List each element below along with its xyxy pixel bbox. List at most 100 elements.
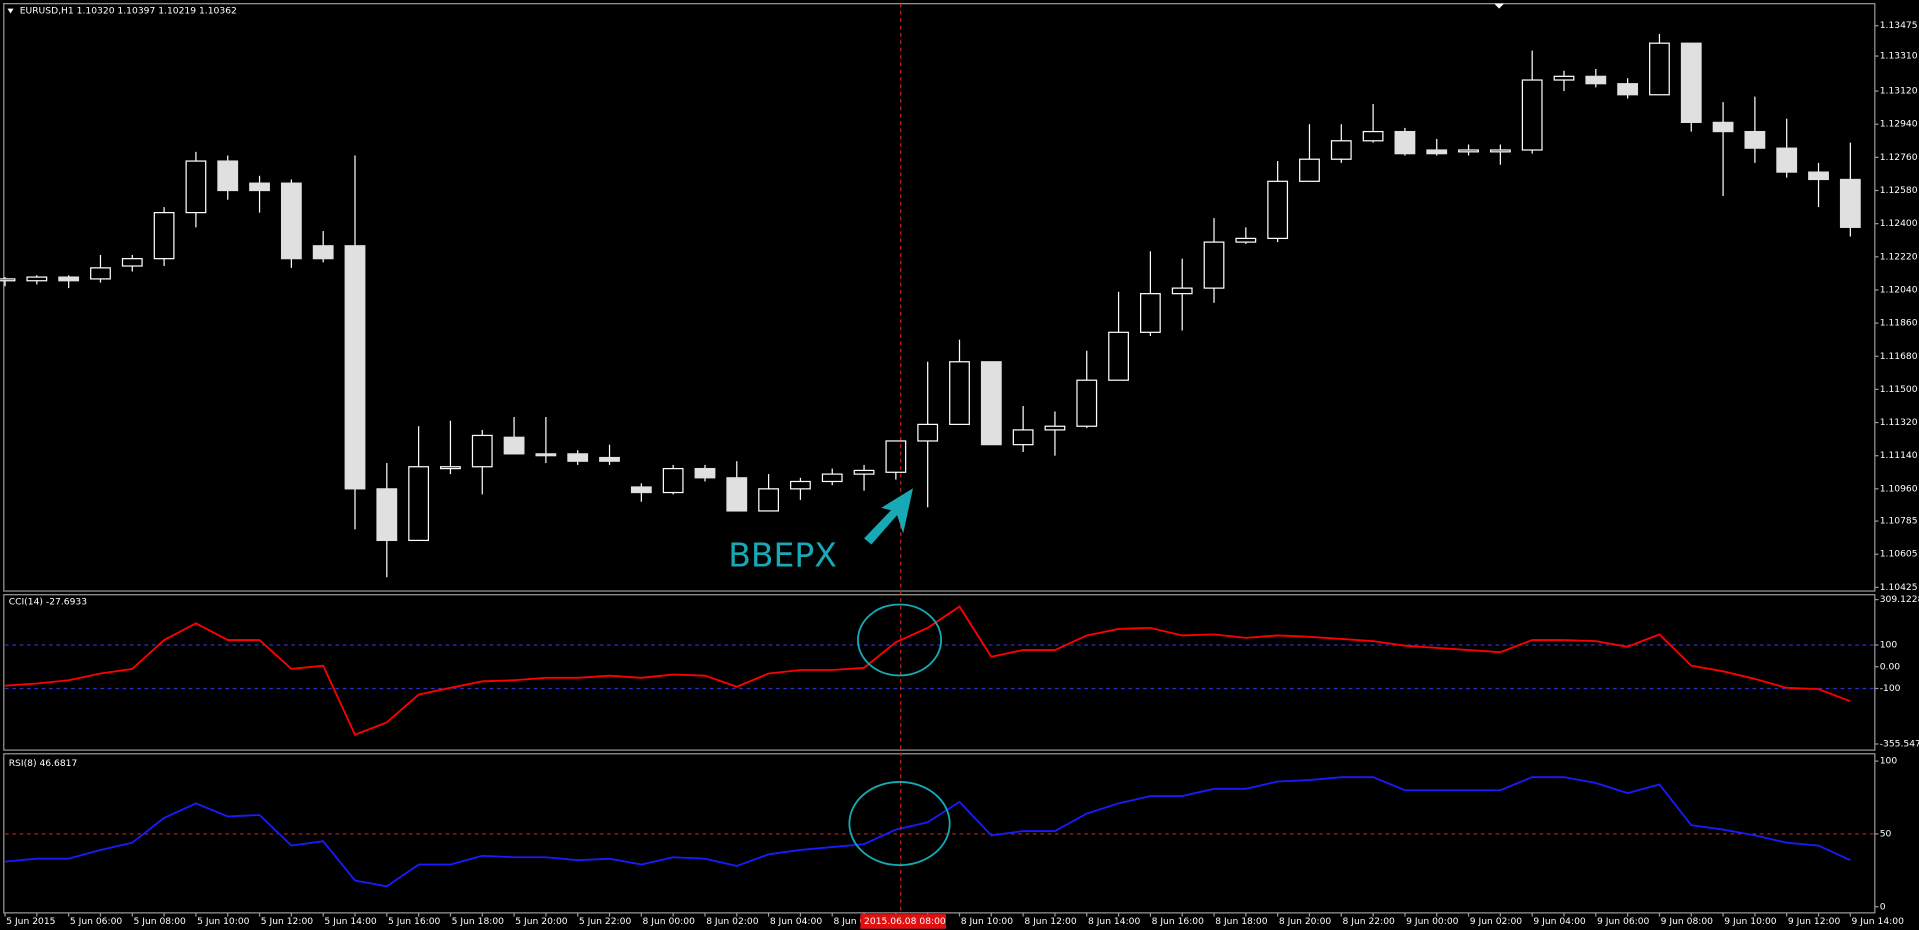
candle-body [1617, 83, 1639, 96]
candle-body [949, 361, 970, 426]
candle-body [758, 488, 780, 512]
x-tick-label: 5 Jun 12:00 [261, 916, 314, 927]
x-tick-label: 8 Jun 00:00 [643, 916, 696, 927]
x-tick-label: 5 Jun 18:00 [452, 916, 505, 927]
candle-body [1267, 180, 1289, 240]
candle-body [535, 453, 557, 457]
candle-body [1108, 331, 1129, 381]
candle-body [1458, 149, 1479, 153]
x-tick-label: 5 Jun 14:00 [324, 916, 377, 927]
candle-body [1776, 147, 1798, 173]
y-tick-label: 309.1228 [1880, 594, 1919, 605]
x-tick-label: 5 Jun 08:00 [134, 916, 187, 927]
x-tick-label: 5 Jun 06:00 [70, 916, 123, 927]
x-tick-label: 9 Jun 02:00 [1470, 916, 1523, 927]
candle-body [1712, 121, 1734, 133]
y-tick-label: 1.10425 [1880, 582, 1918, 593]
candle-body [26, 276, 48, 282]
x-tick-label: 8 Jun 12:00 [1024, 916, 1077, 927]
candle-body [1203, 241, 1225, 289]
candle-body [1521, 79, 1543, 151]
x-tick-label: 8 Jun 18:00 [1215, 916, 1268, 927]
candle-body [408, 466, 430, 542]
candle-body [58, 276, 80, 282]
candle-body [1044, 425, 1066, 431]
y-tick-label: 1.10605 [1880, 549, 1918, 560]
plot-layer: 1.13475 1.13310 1.13120 1.12940 1.12760 1.125… [0, 20, 1919, 927]
y-tick-label: 100 [1880, 756, 1898, 767]
x-tick-label: 5 Jun 2015 [6, 916, 55, 927]
candle-body [121, 258, 143, 267]
y-tick-label: 1.10960 [1880, 483, 1918, 494]
x-tick-label: 9 Jun 10:00 [1724, 916, 1777, 927]
x-tick-label: 8 Jun 14:00 [1088, 916, 1141, 927]
candle-body [440, 466, 461, 470]
x-tick-label: 8 Jun 04:00 [770, 916, 823, 927]
y-tick-label: 1.12940 [1880, 119, 1918, 130]
candle-body [1330, 140, 1352, 160]
candle-body [630, 486, 652, 494]
candle-body [1585, 75, 1607, 85]
y-tick-label: 0.00 [1880, 661, 1901, 672]
y-tick-label: 0 [1880, 901, 1886, 912]
highlight-circle [857, 603, 943, 677]
y-tick-label: 1.10785 [1880, 516, 1918, 527]
indicator-line [4, 776, 1851, 888]
x-tick-label: 5 Jun 22:00 [579, 916, 632, 927]
y-tick-label: 1.12580 [1880, 185, 1918, 196]
candle-body [885, 440, 907, 473]
x-tick-label: 9 Jun 12:00 [1788, 916, 1841, 927]
x-tick-label: 8 Jun 02:00 [706, 916, 759, 927]
x-tick-label: 9 Jun 04:00 [1533, 916, 1586, 927]
candle-body [1426, 149, 1448, 155]
price-panel [3, 3, 1876, 592]
y-tick-label: 1.11140 [1880, 450, 1918, 461]
candle-body [567, 453, 589, 462]
y-tick-label: 1.12400 [1880, 218, 1918, 229]
candle-body [599, 456, 620, 462]
candle-body [1076, 379, 1098, 427]
candle-body [344, 245, 366, 490]
cci-panel [3, 594, 1876, 751]
candle-body [662, 467, 684, 494]
y-tick-label: 1.13310 [1880, 51, 1918, 62]
highlight-circle [848, 781, 951, 867]
x-tick-label: 8 Jun 16:00 [1152, 916, 1205, 927]
menu-triangle [7, 8, 14, 14]
x-tick-label: 5 Jun 20:00 [515, 916, 568, 927]
candle-body [0, 278, 16, 282]
candle-body [1649, 42, 1670, 96]
y-tick-label: 1.11860 [1880, 318, 1918, 329]
candle-body [980, 361, 1002, 446]
x-tick-label: 8 Jun 06:00 [833, 916, 886, 927]
candle-body [471, 434, 493, 468]
y-tick-label: 1.12220 [1880, 251, 1918, 262]
x-tick-label: 9 Jun 08:00 [1661, 916, 1714, 927]
candle-body [376, 488, 398, 542]
y-tick-label: 1.13475 [1880, 20, 1918, 31]
candle-body [853, 469, 875, 475]
candle-body [1680, 42, 1702, 123]
y-tick-label: 1.11320 [1880, 417, 1918, 428]
candle-body [280, 182, 302, 260]
candle-body [1489, 149, 1511, 153]
y-tick-label: -355.5471 [1880, 739, 1919, 750]
candle-body [1299, 158, 1320, 182]
candle-body [90, 267, 111, 280]
candle-body [217, 160, 239, 192]
y-tick-label: -100 [1880, 683, 1901, 694]
rsi-title: RSI(8) 46.6817 [9, 758, 78, 769]
candle-body [1235, 237, 1257, 243]
candle-body [821, 473, 843, 483]
cci-title: CCI(14) -27.6933 [9, 597, 88, 608]
candle-body [1171, 287, 1193, 295]
y-tick-label: 100 [1880, 640, 1898, 651]
chart-title: EURUSD,H1 1.10320 1.10397 1.10219 1.1036… [20, 6, 237, 17]
crosshair-time: 2015.06.08 08:00 [864, 916, 946, 927]
candle-body [1362, 130, 1384, 142]
arrow [864, 488, 913, 545]
candle-body [1744, 130, 1766, 149]
